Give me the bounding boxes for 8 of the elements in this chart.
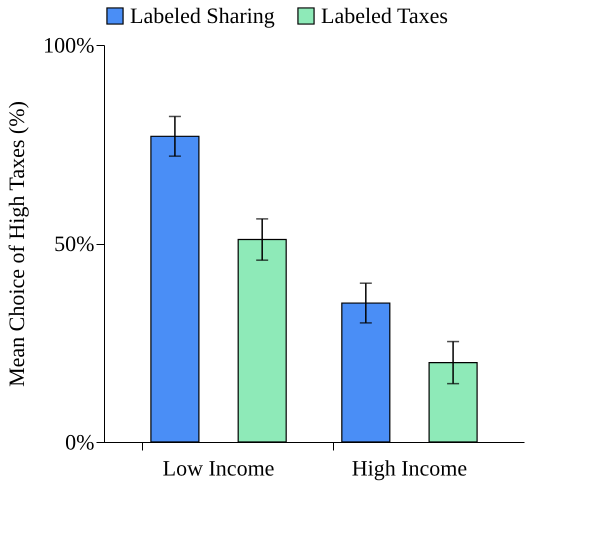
- legend-label: Labeled Sharing: [130, 3, 275, 28]
- x-tick-label: High Income: [352, 456, 468, 480]
- y-axis-title: Mean Choice of High Taxes (%): [4, 101, 30, 387]
- x-tick-label: Low Income: [162, 456, 274, 480]
- legend-label: Labeled Taxes: [321, 3, 448, 28]
- y-tick-label: 50%: [54, 231, 94, 256]
- y-tick-label: 0%: [65, 430, 94, 454]
- y-tick-label: 100%: [43, 32, 94, 58]
